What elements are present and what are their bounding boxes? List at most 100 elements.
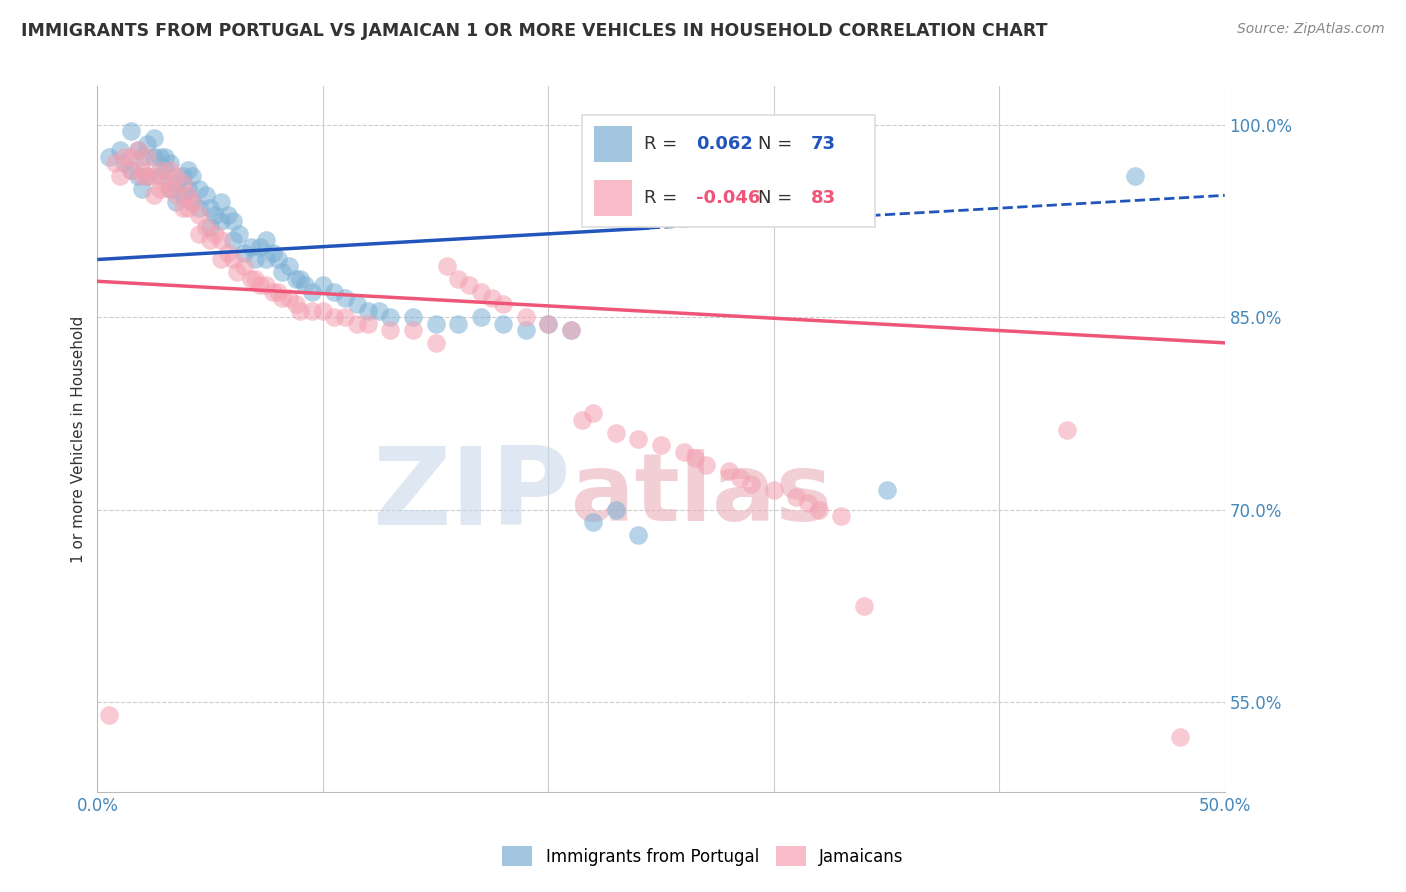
Point: [165, 194, 187, 209]
Point: [120, 124, 142, 138]
Point: [357, 303, 380, 318]
Point: [470, 285, 492, 299]
Point: [256, 252, 278, 267]
Point: [278, 291, 301, 305]
Point: [267, 252, 290, 267]
Point: [627, 432, 650, 446]
Point: [267, 285, 290, 299]
Point: [1056, 423, 1078, 437]
Point: [312, 278, 335, 293]
Point: [217, 208, 239, 222]
Point: [683, 451, 706, 466]
Point: [226, 265, 249, 279]
Point: [256, 233, 278, 247]
Point: [323, 285, 346, 299]
Point: [187, 208, 209, 222]
Point: [1168, 730, 1191, 744]
Point: [243, 252, 266, 267]
Text: IMMIGRANTS FROM PORTUGAL VS JAMAICAN 1 OR MORE VEHICLES IN HOUSEHOLD CORRELATION: IMMIGRANTS FROM PORTUGAL VS JAMAICAN 1 O…: [21, 22, 1047, 40]
Point: [209, 214, 232, 228]
Point: [108, 144, 131, 158]
Point: [198, 233, 221, 247]
Point: [172, 188, 194, 202]
Point: [131, 150, 153, 164]
Point: [120, 150, 142, 164]
Point: [672, 445, 695, 459]
Point: [717, 464, 740, 478]
Point: [447, 317, 470, 331]
Y-axis label: 1 or more Vehicles in Household: 1 or more Vehicles in Household: [72, 316, 86, 563]
Point: [165, 188, 187, 202]
Point: [165, 169, 187, 183]
Point: [142, 150, 165, 164]
Point: [165, 176, 187, 190]
Point: [172, 201, 194, 215]
Point: [728, 470, 751, 484]
Point: [176, 162, 198, 177]
Point: [278, 259, 301, 273]
Point: [149, 169, 172, 183]
Point: [402, 323, 425, 337]
Point: [187, 182, 209, 196]
Point: [515, 310, 537, 325]
Point: [127, 169, 149, 183]
Point: [335, 310, 357, 325]
Point: [796, 496, 818, 510]
Point: [172, 169, 194, 183]
Text: atlas: atlas: [571, 450, 832, 541]
Point: [425, 317, 447, 331]
Point: [127, 144, 149, 158]
Point: [136, 150, 159, 164]
Point: [301, 285, 323, 299]
Point: [301, 303, 323, 318]
Point: [262, 285, 284, 299]
Point: [346, 317, 368, 331]
Point: [232, 259, 254, 273]
Point: [807, 502, 830, 516]
Text: Source: ZipAtlas.com: Source: ZipAtlas.com: [1237, 22, 1385, 37]
Point: [131, 169, 153, 183]
Point: [187, 201, 209, 215]
Point: [221, 252, 243, 267]
Point: [537, 317, 560, 331]
Point: [458, 278, 481, 293]
Point: [492, 317, 515, 331]
Point: [582, 406, 605, 420]
Point: [537, 317, 560, 331]
Point: [560, 323, 582, 337]
Point: [228, 227, 250, 241]
Point: [159, 182, 181, 196]
Point: [131, 182, 153, 196]
Point: [380, 310, 402, 325]
Point: [194, 220, 217, 235]
Point: [271, 291, 294, 305]
Point: [346, 297, 368, 311]
Point: [149, 182, 172, 196]
Point: [198, 220, 221, 235]
Point: [172, 176, 194, 190]
Point: [142, 169, 165, 183]
Point: [402, 310, 425, 325]
Point: [221, 214, 243, 228]
Point: [209, 233, 232, 247]
Point: [380, 323, 402, 337]
Point: [425, 335, 447, 350]
Point: [357, 317, 380, 331]
Point: [176, 201, 198, 215]
Point: [181, 169, 204, 183]
Point: [176, 188, 198, 202]
Point: [284, 297, 307, 311]
Point: [256, 278, 278, 293]
Point: [209, 194, 232, 209]
Point: [112, 156, 135, 170]
Point: [232, 246, 254, 260]
Point: [204, 208, 226, 222]
Text: ZIP: ZIP: [373, 442, 571, 549]
Legend: Immigrants from Portugal, Jamaicans: Immigrants from Portugal, Jamaicans: [494, 838, 912, 875]
Point: [249, 278, 271, 293]
Point: [159, 162, 181, 177]
Point: [108, 169, 131, 183]
Point: [97, 150, 120, 164]
Point: [127, 144, 149, 158]
Point: [136, 169, 159, 183]
